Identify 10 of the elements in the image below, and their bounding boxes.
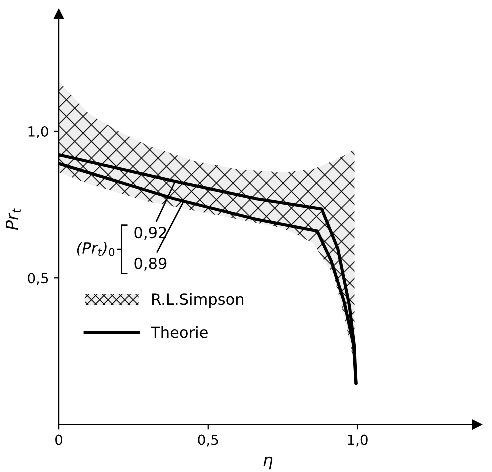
annotation: 0,92: [134, 227, 166, 240]
annotation: 0,89: [134, 258, 167, 271]
x-axis-title: η: [264, 456, 273, 470]
legend-label: R.L.Simpson: [152, 293, 244, 308]
annotation: (Pr$_{t}$)$_{0}$: [77, 242, 115, 256]
y-axis-title: Pr$_{t}$: [6, 208, 21, 230]
x-tick-label: 0,5: [198, 434, 218, 447]
x-tick-label: 0: [56, 434, 63, 446]
legend-label: Theorie: [150, 326, 208, 338]
x-tick-label: 1,0: [348, 434, 368, 447]
